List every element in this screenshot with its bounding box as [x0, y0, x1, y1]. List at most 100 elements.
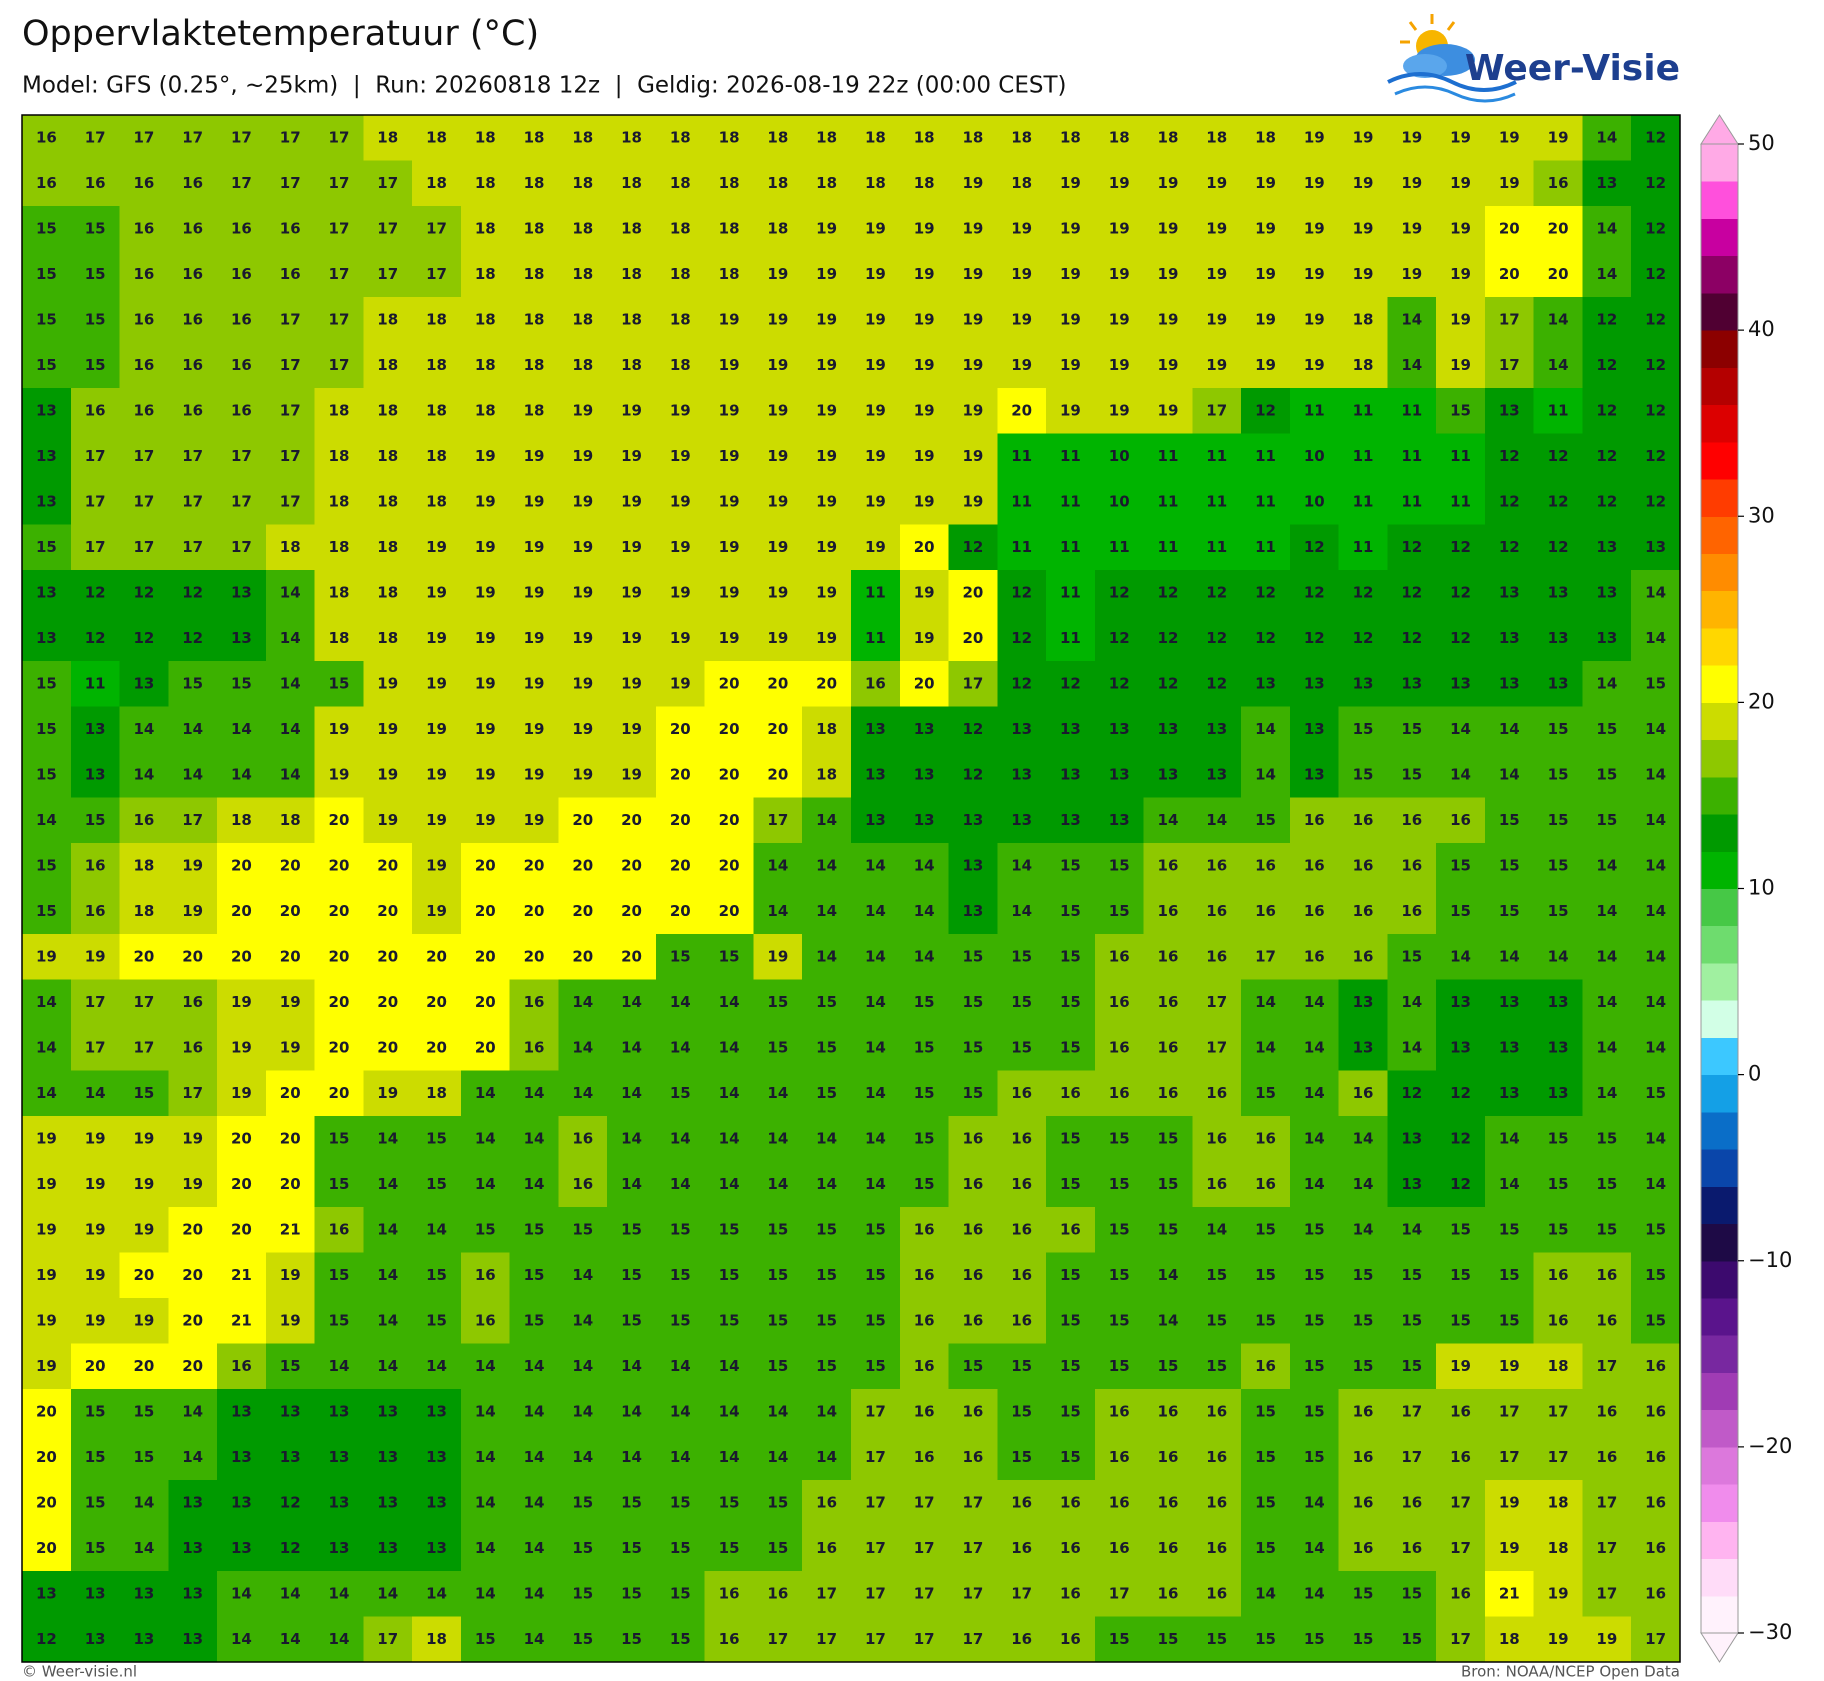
temperature-label: 14: [1158, 1311, 1179, 1329]
temperature-cell: [753, 1252, 803, 1299]
temperature-label: 15: [1353, 765, 1374, 783]
temperature-cell: [217, 1343, 267, 1390]
temperature-label: 15: [767, 1038, 788, 1056]
temperature-cell: [1241, 1434, 1291, 1481]
temperature-label: 19: [36, 1357, 57, 1375]
temperature-cell: [119, 661, 169, 708]
temperature-cell: [802, 115, 852, 162]
temperature-cell: [1046, 1070, 1096, 1117]
temperature-cell: [607, 797, 657, 844]
temperature-cell: [460, 160, 511, 207]
temperature-label: 14: [1645, 1038, 1666, 1056]
temperature-label: 19: [1450, 128, 1471, 146]
temperature-cell: [460, 706, 511, 753]
temperature-label: 20: [377, 993, 398, 1011]
temperature-label: 19: [133, 1220, 154, 1238]
temperature-label: 13: [36, 629, 57, 647]
temperature-label: 11: [1060, 629, 1081, 647]
temperature-cell: [265, 661, 316, 708]
temperature-label: 14: [816, 811, 837, 829]
temperature-cell: [70, 1571, 121, 1618]
temperature-cell: [1338, 1252, 1389, 1299]
temperature-cell: [509, 1571, 560, 1618]
temperature-label: 12: [1450, 1084, 1471, 1102]
temperature-label: 19: [329, 765, 350, 783]
temperature-cell: [1289, 570, 1340, 617]
temperature-label: 11: [1450, 447, 1471, 465]
temperature-cell: [217, 297, 267, 344]
temperature-label: 11: [865, 629, 886, 647]
temperature-label: 19: [1109, 174, 1130, 192]
temperature-cell: [1387, 297, 1437, 344]
colorbar-tick-label: 40: [1748, 317, 1775, 341]
temperature-label: 16: [1596, 1448, 1617, 1466]
temperature-cell: [265, 160, 316, 207]
temperature-cell: [1582, 1207, 1632, 1254]
temperature-cell: [119, 1480, 169, 1527]
temperature-cell: [1338, 615, 1389, 662]
temperature-label: 14: [1596, 265, 1617, 283]
temperature-cell: [509, 615, 560, 662]
temperature-cell: [558, 160, 608, 207]
temperature-label: 13: [377, 1448, 398, 1466]
temperature-label: 18: [719, 174, 740, 192]
temperature-cell: [1241, 888, 1291, 935]
temperature-cell: [1436, 115, 1486, 162]
temperature-cell: [704, 115, 755, 162]
temperature-cell: [802, 206, 852, 253]
temperature-cell: [412, 1252, 462, 1299]
temperature-label: 13: [1011, 765, 1032, 783]
temperature-cell: [1143, 661, 1193, 708]
temperature-label: 19: [475, 811, 496, 829]
temperature-cell: [1094, 115, 1145, 162]
temperature-cell: [1582, 1343, 1632, 1390]
temperature-cell: [655, 1616, 706, 1663]
colorbar-tick-label: 10: [1748, 876, 1775, 900]
temperature-label: 15: [1548, 856, 1569, 874]
temperature-cell: [802, 1343, 852, 1390]
temperature-cell: [1533, 251, 1584, 298]
temperature-cell: [119, 206, 169, 253]
temperature-label: 17: [85, 538, 106, 556]
temperature-cell: [1484, 1070, 1535, 1117]
temperature-label: 12: [1304, 629, 1325, 647]
temperature-cell: [217, 570, 267, 617]
temperature-label: 14: [816, 902, 837, 920]
temperature-label: 14: [1255, 1584, 1276, 1602]
temperature-label: 18: [1353, 310, 1374, 328]
temperature-label: 13: [1401, 674, 1422, 692]
colorbar-band: [1701, 1335, 1738, 1373]
temperature-cell: [1582, 797, 1632, 844]
temperature-label: 14: [767, 902, 788, 920]
temperature-label: 13: [329, 1493, 350, 1511]
temperature-cell: [70, 752, 121, 799]
temperature-cell: [899, 934, 950, 981]
temperature-cell: [753, 615, 803, 662]
temperature-label: 17: [865, 1402, 886, 1420]
temperature-label: 15: [1255, 1539, 1276, 1557]
temperature-label: 16: [133, 174, 154, 192]
temperature-cell: [1484, 433, 1535, 480]
temperature-cell: [1192, 1252, 1242, 1299]
temperature-label: 19: [1401, 219, 1422, 237]
temperature-cell: [802, 524, 852, 571]
temperature-label: 14: [914, 947, 935, 965]
temperature-label: 20: [670, 720, 691, 738]
temperature-cell: [314, 160, 364, 207]
temperature-cell: [753, 1070, 803, 1117]
temperature-cell: [1094, 388, 1145, 435]
temperature-cell: [168, 1070, 218, 1117]
temperature-cell: [1582, 115, 1632, 162]
temperature-cell: [655, 160, 706, 207]
temperature-label: 16: [133, 310, 154, 328]
temperature-cell: [168, 1161, 218, 1208]
temperature-label: 19: [621, 401, 642, 419]
temperature-cell: [1192, 888, 1242, 935]
temperature-label: 14: [572, 1038, 593, 1056]
temperature-label: 14: [280, 720, 301, 738]
temperature-cell: [1631, 615, 1681, 662]
temperature-label: 15: [1353, 1311, 1374, 1329]
temperature-label: 18: [865, 174, 886, 192]
temperature-cell: [1143, 1025, 1193, 1072]
temperature-cell: [1533, 297, 1584, 344]
